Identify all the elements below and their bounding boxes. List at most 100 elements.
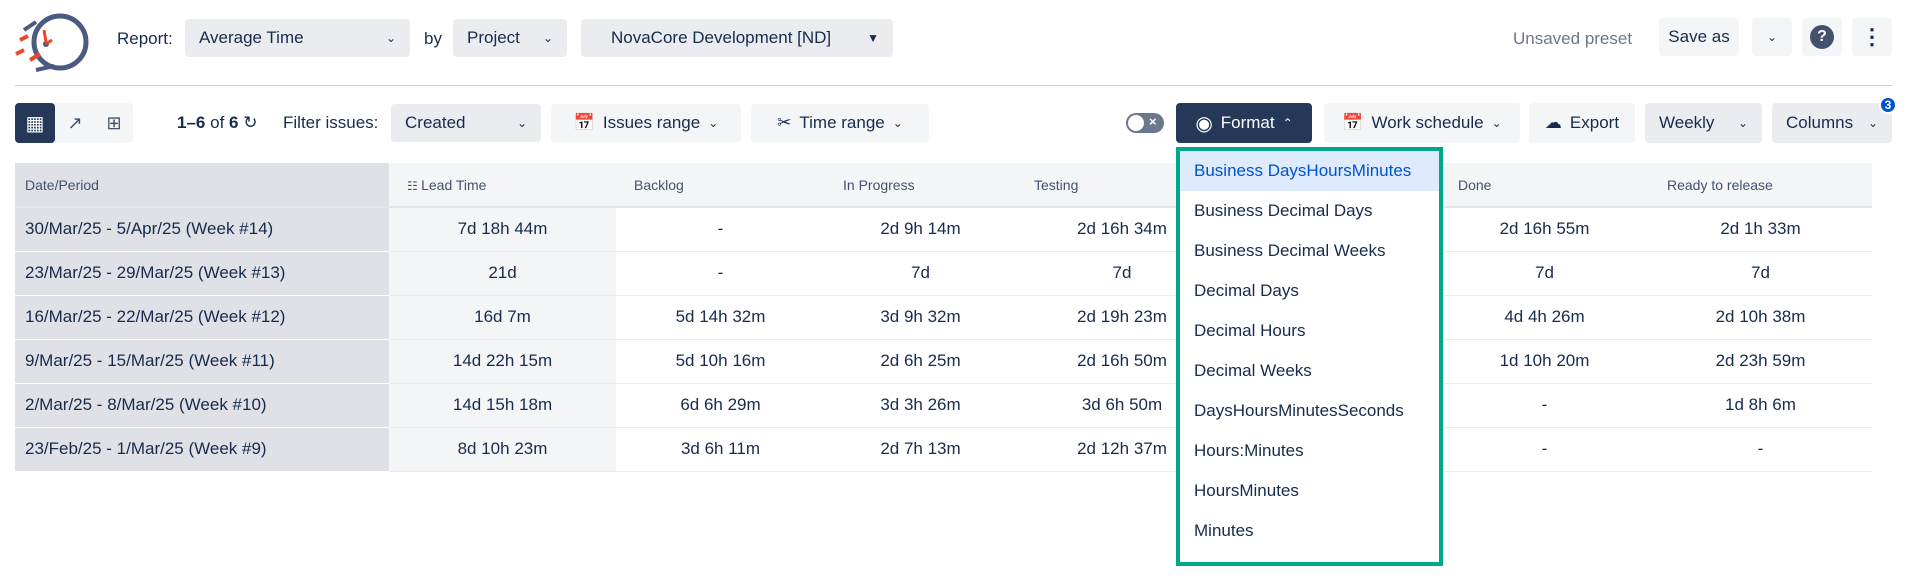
format-option[interactable]: Minutes [1194,521,1254,540]
count-range: 1–6 [177,113,206,132]
more-vertical-icon: ⋮ [1861,24,1883,49]
table-row: 23/Mar/25 - 29/Mar/25 (Week #13) 21d -7d 7d… [15,251,1872,296]
value-cell: - [616,251,825,296]
format-dropdown-menu: Business DaysHoursMinutes Business Decima… [1176,147,1443,566]
value-cell: - [1440,383,1649,428]
chevron-down-icon: ⌄ [892,116,903,130]
chevron-down-icon: ⌄ [385,31,396,45]
format-option[interactable]: DaysHoursMinutesSeconds [1194,401,1404,420]
value-cell: 2d 9h 14m [825,207,1016,252]
format-button[interactable]: ◉ Format ⌃ [1176,103,1312,143]
header-divider [15,85,1892,86]
value-cell: 7d [1440,251,1649,296]
value-cell: 3d 6h 11m [616,427,825,472]
period-cell: 16/Mar/25 - 22/Mar/25 (Week #12) [15,295,389,340]
issue-count: 1–6 of 6 ↻ [177,113,257,133]
value-cell: 3d 3h 26m [825,383,1016,428]
column-header[interactable]: In Progress [825,163,1016,208]
line-chart-icon: ↗ [67,112,83,133]
value-cell: 8d 10h 23m [389,427,616,472]
calendar-icon: 📅 [1342,113,1364,132]
help-button[interactable]: ? [1802,18,1842,56]
chevron-down-icon: ⌄ [1867,116,1878,130]
issues-range-label: Issues range [602,113,701,132]
caret-down-icon: ▼ [867,31,879,45]
save-as-button[interactable]: Save as [1659,18,1739,56]
value-cell: 14d 22h 15m [389,339,616,384]
value-cell: 2d 23h 59m [1649,339,1872,384]
refresh-icon[interactable]: ↻ [243,113,258,132]
time-range-button[interactable]: ✂ Time range ⌄ [751,104,929,142]
format-option[interactable]: Hours:Minutes [1194,441,1304,460]
chevron-down-icon: ⌄ [1491,116,1502,130]
group-by-value: Project [467,28,520,47]
table-row: 9/Mar/25 - 15/Mar/25 (Week #11) 14d 22h 1… [15,339,1872,384]
column-header[interactable]: ☷ Lead Time [389,163,616,208]
column-header[interactable]: Done [1440,163,1649,208]
work-schedule-button[interactable]: 📅 Work schedule ⌄ [1324,103,1520,143]
value-cell: 5d 10h 16m [616,339,825,384]
value-cell: 2d 16h 55m [1440,207,1649,252]
column-header[interactable]: Ready to release [1649,163,1872,208]
count-of: of [210,113,225,132]
more-options-button[interactable]: ⋮ [1852,18,1892,56]
toggle-knob [1128,115,1144,131]
value-cell: 1d 8h 6m [1649,383,1872,428]
value-cell: - [616,207,825,252]
report-type-select[interactable]: Average Time ⌄ [185,19,410,57]
value-cell: 16d 7m [389,295,616,340]
value-cell: 2d 1h 33m [1649,207,1872,252]
value-cell: 14d 15h 18m [389,383,616,428]
period-cell: 2/Mar/25 - 8/Mar/25 (Week #10) [15,383,389,428]
preset-status: Unsaved preset [1513,29,1633,48]
app-logo [15,13,89,72]
group-by-select[interactable]: Project ⌄ [453,19,567,57]
pivot-view-button[interactable]: ⊞ [95,103,133,143]
table-row: 16/Mar/25 - 22/Mar/25 (Week #12) 16d 7m 5d… [15,295,1872,340]
period-cell: 9/Mar/25 - 15/Mar/25 (Week #11) [15,339,389,384]
format-option[interactable]: Business Decimal Days [1194,201,1373,220]
column-header[interactable]: Date/Period [15,163,389,208]
value-cell: 21d [389,251,616,296]
period-value: Weekly [1659,113,1715,132]
save-options-button[interactable]: ⌄ [1752,18,1792,56]
format-option[interactable]: Decimal Days [1194,281,1299,300]
value-cell: 4d 4h 26m [1440,295,1649,340]
table-header-row: Date/Period ☷ Lead Time Backlog In Progress… [15,163,1872,208]
chevron-down-icon: ⌄ [1737,116,1748,130]
help-icon: ? [1810,25,1834,49]
chart-view-button[interactable]: ↗ [56,103,94,143]
scissors-icon: ✂ [777,113,792,132]
filter-select[interactable]: Created ⌄ [391,104,541,142]
project-select[interactable]: NovaCore Development [ND] ▼ [581,19,893,57]
report-table: Date/Period ☷ Lead Time Backlog In Progress… [15,163,1872,472]
value-cell: 2d 10h 38m [1649,295,1872,340]
issues-range-button[interactable]: 📅 Issues range ⌄ [551,104,741,142]
export-label: Export [1569,113,1620,132]
format-option[interactable]: Decimal Weeks [1194,361,1312,380]
table-row: 23/Feb/25 - 1/Mar/25 (Week #9) 8d 10h 23m… [15,427,1872,472]
value-cell: 1d 10h 20m [1440,339,1649,384]
columns-label: Columns [1786,113,1854,132]
export-button[interactable]: ☁ Export [1529,103,1635,143]
calendar-clock-icon: 📅 [573,113,595,132]
close-icon: × [1149,114,1157,129]
column-header-label: Lead Time [421,176,487,193]
period-cell: 30/Mar/25 - 5/Apr/25 (Week #14) [15,207,389,252]
table-row: 30/Mar/25 - 5/Apr/25 (Week #14) 7d 18h 44… [15,207,1872,252]
grid-icon: ▦ [25,112,45,135]
format-option[interactable]: Decimal Hours [1194,321,1306,340]
by-label: by [424,29,442,48]
period-select[interactable]: Weekly ⌄ [1645,103,1762,143]
format-option[interactable]: Business DaysHoursMinutes [1180,151,1439,191]
work-schedule-label: Work schedule [1371,113,1484,132]
format-option[interactable]: Business Decimal Weeks [1194,241,1386,260]
value-cell: 7d [1649,251,1872,296]
column-header[interactable]: Backlog [616,163,825,208]
value-cell: 7d [825,251,1016,296]
columns-select[interactable]: Columns ⌄ [1772,103,1892,143]
period-cell: 23/Mar/25 - 29/Mar/25 (Week #13) [15,251,389,296]
table-view-button[interactable]: ▦ [15,103,55,143]
toggle-switch[interactable]: × [1126,113,1164,133]
format-option[interactable]: HoursMinutes [1194,481,1299,500]
